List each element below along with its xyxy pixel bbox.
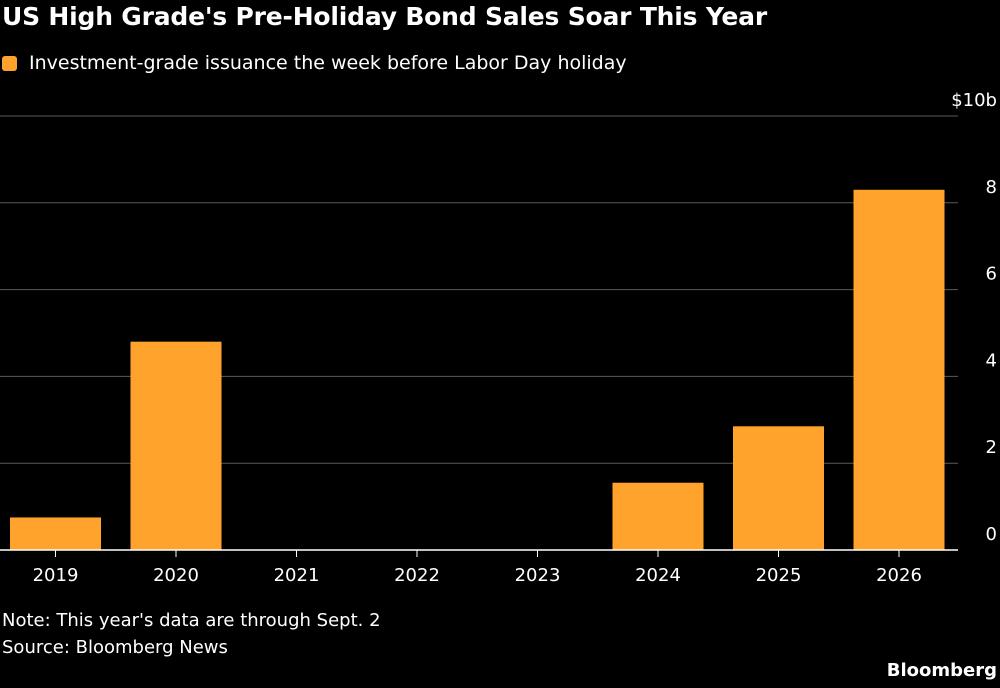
bar <box>612 482 704 550</box>
bloomberg-logo: Bloomberg <box>886 660 997 681</box>
x-axis <box>0 549 958 557</box>
y-tick-label: 0 <box>986 524 997 545</box>
y-tick-label: $10b <box>951 90 997 111</box>
x-axis-labels: 2019 2020 2021 2022 2023 2024 2025 2026 <box>33 565 922 586</box>
x-tick-label: 2022 <box>394 565 440 586</box>
chart-title: US High Grade's Pre-Holiday Bond Sales S… <box>2 2 767 31</box>
x-tick-label: 2025 <box>756 565 802 586</box>
x-tick-label: 2024 <box>635 565 681 586</box>
legend-label: Investment-grade issuance the week befor… <box>29 52 627 74</box>
bar <box>853 189 945 550</box>
bars <box>10 189 945 550</box>
x-tick-label: 2020 <box>153 565 199 586</box>
y-tick-label: 2 <box>986 437 997 458</box>
y-tick-label: 4 <box>986 350 997 371</box>
x-tick-label: 2019 <box>33 565 79 586</box>
legend-swatch <box>2 55 17 71</box>
x-tick-label: 2021 <box>274 565 320 586</box>
chart-note: Note: This year's data are through Sept.… <box>2 610 381 631</box>
bar <box>10 517 101 550</box>
legend: Investment-grade issuance the week befor… <box>2 50 627 76</box>
y-axis-labels: 0 2 4 6 8 $10b <box>951 90 997 545</box>
x-tick-label: 2026 <box>876 565 922 586</box>
bar <box>130 341 222 550</box>
chart-source: Source: Bloomberg News <box>2 637 228 658</box>
bar <box>733 426 824 550</box>
x-tick-label: 2023 <box>515 565 561 586</box>
y-tick-label: 8 <box>986 177 997 198</box>
y-tick-label: 6 <box>986 264 997 285</box>
